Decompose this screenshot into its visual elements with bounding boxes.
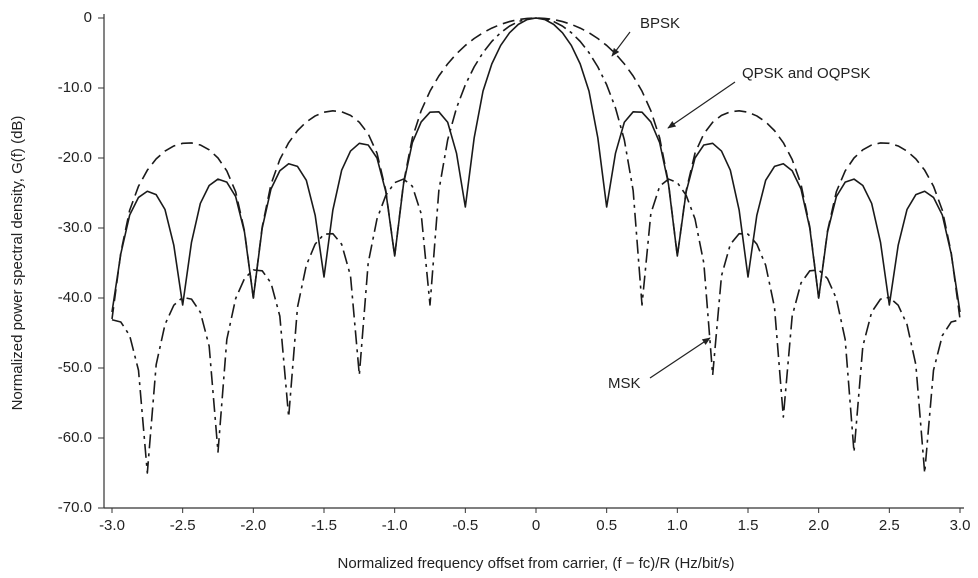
x-tick-label: 1.0: [667, 517, 688, 534]
annotation-arrow: [667, 81, 736, 129]
series-line: [111, 17, 961, 313]
y-tick-label: -30.0: [58, 219, 92, 236]
annotation-arrow: [649, 337, 711, 379]
y-tick-label: -20.0: [58, 149, 92, 166]
x-tick-label: -2.5: [170, 517, 196, 534]
series-line: [111, 17, 961, 474]
x-tick-label: 1.5: [738, 517, 759, 534]
y-tick-label: -60.0: [58, 429, 92, 446]
y-tick-label: -50.0: [58, 359, 92, 376]
y-tick-label: -10.0: [58, 79, 92, 96]
y-axis-label: Normalized power spectral density, G(f) …: [9, 116, 26, 411]
x-tick-label: -3.0: [99, 517, 125, 534]
x-tick-label: -1.5: [311, 517, 337, 534]
x-axis-label: Normalized frequency offset from carrier…: [338, 555, 735, 572]
x-tick-label: -2.0: [240, 517, 266, 534]
series-annotation: QPSK and OQPSK: [742, 65, 870, 82]
y-tick-label: -70.0: [58, 499, 92, 516]
x-tick-label: 2.0: [808, 517, 829, 534]
y-tick-label: 0: [84, 9, 92, 26]
x-tick-label: 0.5: [596, 517, 617, 534]
series-annotation: BPSK: [640, 15, 680, 32]
x-tick-label: -0.5: [452, 517, 478, 534]
x-tick-label: 3.0: [950, 517, 971, 534]
x-tick-label: 0: [532, 517, 540, 534]
x-tick-label: -1.0: [382, 517, 408, 534]
series-line: [111, 17, 961, 320]
annotation-arrow: [611, 31, 631, 57]
y-tick-label: -40.0: [58, 289, 92, 306]
series-annotation: MSK: [608, 375, 641, 392]
x-tick-label: 2.5: [879, 517, 900, 534]
